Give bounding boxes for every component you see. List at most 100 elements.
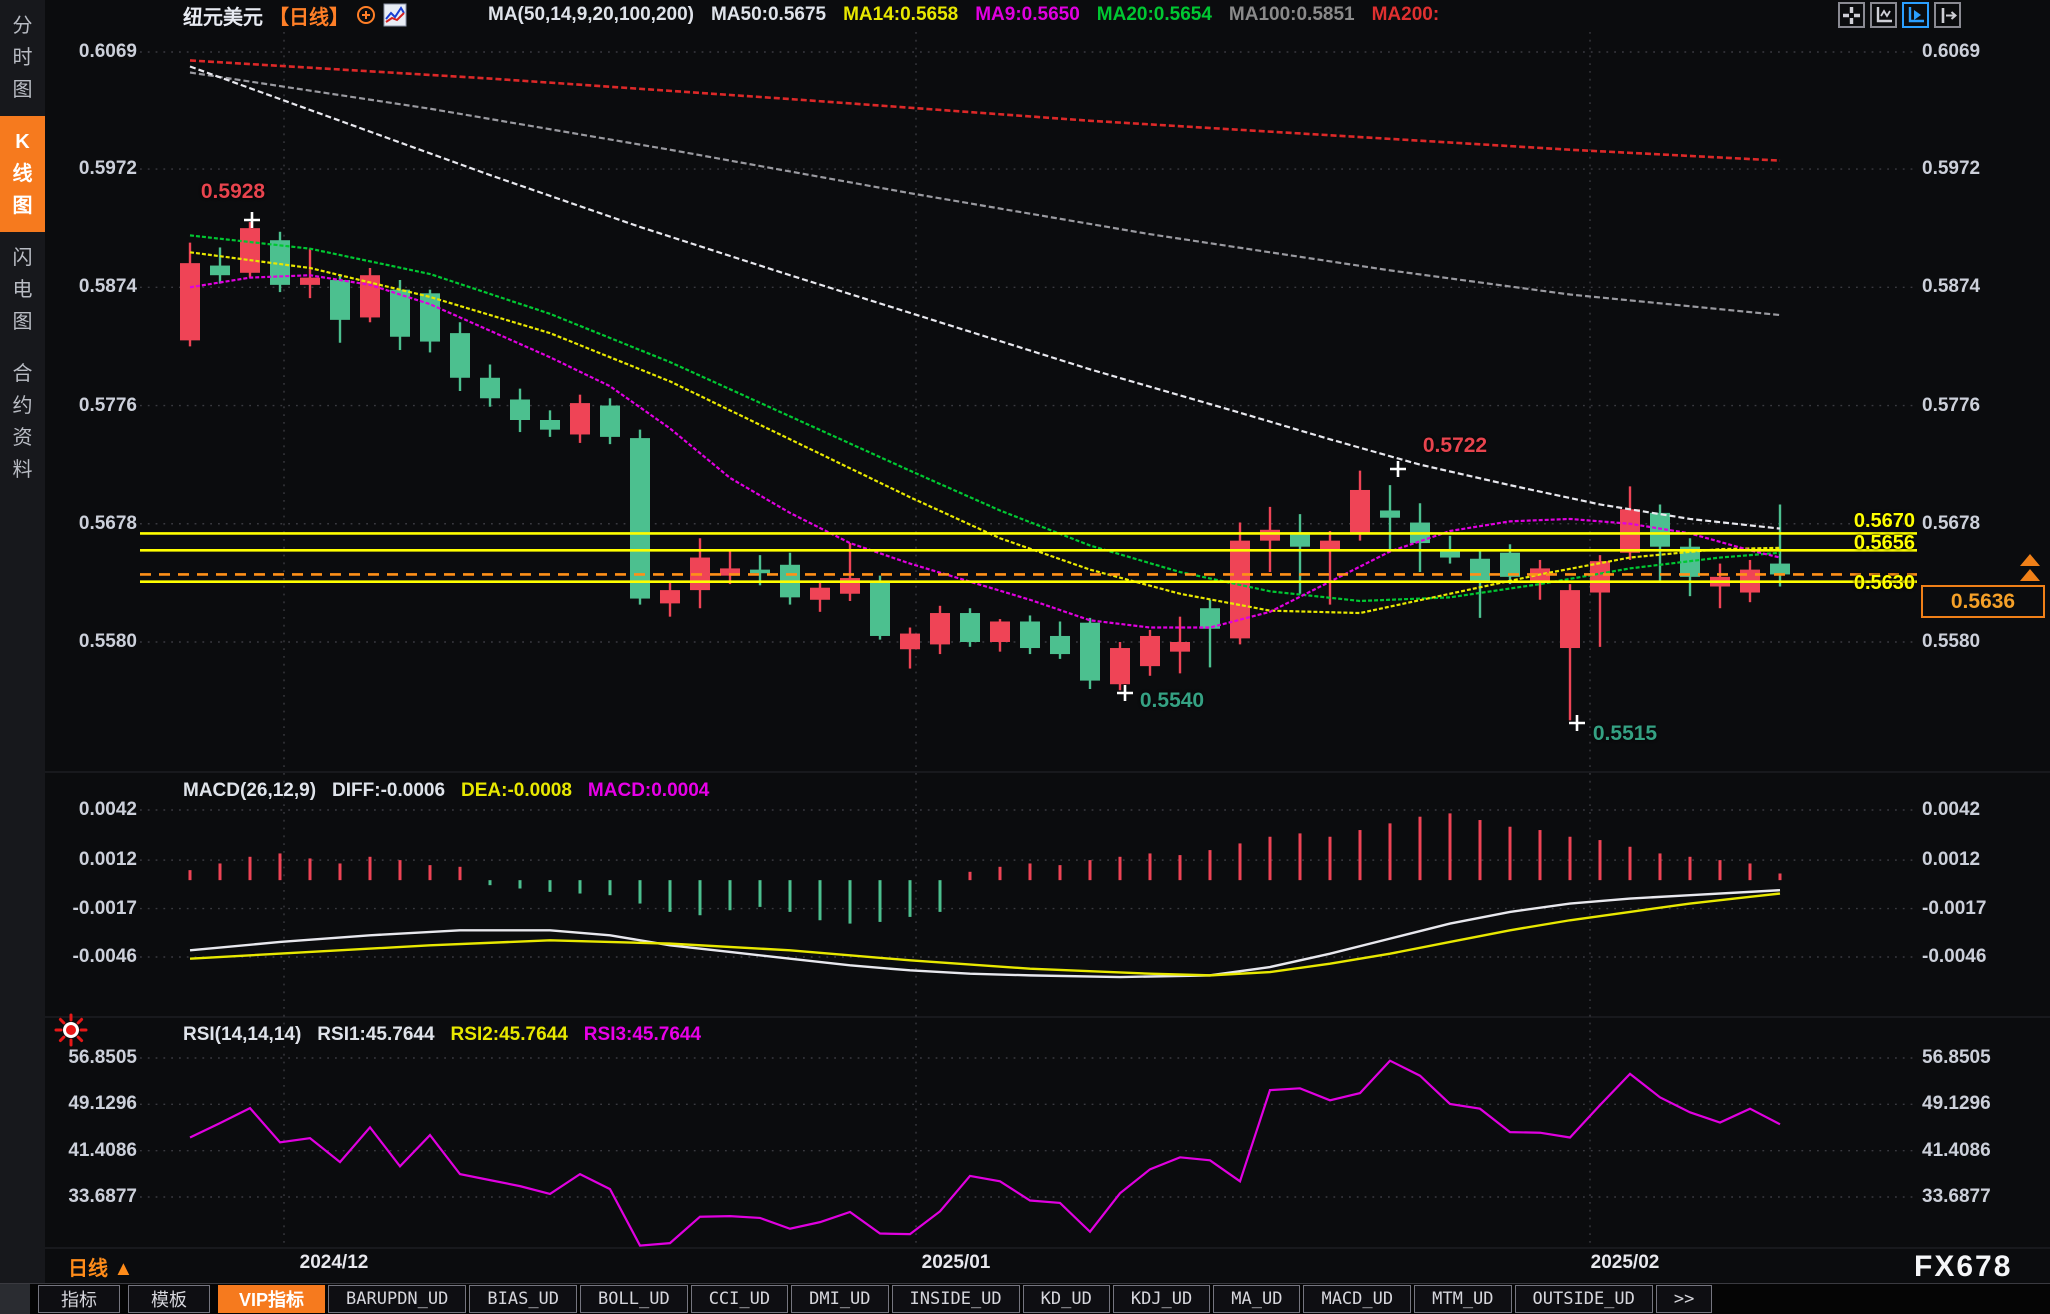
macd-tick-left: -0.0046	[72, 946, 137, 967]
indicator-header-item: MACD(26,12,9)	[183, 780, 317, 801]
macd-tick-right: -0.0046	[1922, 946, 1987, 967]
indicator-tab[interactable]: MACD_UD	[1303, 1285, 1412, 1313]
indicator-header-item: RSI3:45.7644	[583, 1024, 702, 1045]
indicator-tab[interactable]: CCI_UD	[690, 1285, 789, 1313]
macd-tick-left: 0.0042	[78, 799, 137, 820]
indicator-tab[interactable]: KD_UD	[1022, 1285, 1110, 1313]
level-label: 0.5670	[1853, 510, 1915, 533]
sidebar-tab[interactable]: 合约资料	[12, 363, 33, 481]
indicator-tab[interactable]: >>	[1655, 1285, 1713, 1313]
indicator-header-item: RSI2:45.7644	[450, 1024, 568, 1045]
price-annotation: 0.5928	[200, 180, 266, 203]
price-annotation: 0.5540	[1139, 689, 1205, 712]
ma-line-ma9	[189, 274, 1781, 629]
indicator-tab[interactable]: OUTSIDE_UD	[1514, 1285, 1653, 1313]
indicator-tab[interactable]: 模板	[128, 1285, 210, 1313]
macd-dea-line	[189, 892, 1781, 977]
price-tick-left: 0.6069	[78, 41, 137, 62]
price-tick-right: 0.5776	[1922, 394, 1981, 416]
indicator-tab[interactable]: MTM_UD	[1414, 1285, 1512, 1313]
indicator-tab[interactable]: 指标	[38, 1285, 120, 1313]
price-tick-left: 0.5580	[78, 631, 137, 652]
tabbar-corner	[0, 1284, 30, 1314]
indicator-tab[interactable]: INSIDE_UD	[891, 1285, 1020, 1313]
indicator-tab[interactable]: VIP指标	[218, 1285, 326, 1313]
symbol-title: 纽元美元	[183, 6, 263, 29]
price-levels	[140, 532, 1917, 583]
rsi-tick-left: 41.4086	[68, 1139, 137, 1161]
ma-legend-item: MA14:0.5658	[843, 4, 959, 25]
indicator-tab[interactable]: BOLL_UD	[580, 1285, 688, 1313]
month-label: 2025/01	[921, 1252, 991, 1273]
indicator-header-item: RSI(14,14,14)	[183, 1024, 302, 1045]
axis-play-icon[interactable]	[1902, 2, 1929, 28]
price-tick-right: 0.5874	[1922, 276, 1981, 298]
price-annotation: 0.5515	[1592, 722, 1658, 745]
add-compare-icon[interactable]	[355, 4, 377, 26]
price-tick-right: 0.5972	[1922, 158, 1981, 180]
price-up-arrows-icon	[2020, 554, 2040, 581]
macd-tick-left: 0.0012	[78, 849, 137, 871]
ma-legend-item: MA9:0.5650	[975, 4, 1080, 25]
macd-panel	[188, 813, 1782, 979]
macd-header: MACD(26,12,9) DIFF:-0.0006 DEA:-0.0008 MACD…	[183, 780, 709, 802]
indicator-tab[interactable]: BIAS_UD	[469, 1285, 578, 1313]
ma-legend-item: MA20:0.5654	[1096, 4, 1212, 25]
indicator-header-item: RSI1:45.7644	[317, 1024, 435, 1045]
price-tick-right: 0.5678	[1922, 512, 1981, 534]
candlestick-chart-canvas[interactable]	[0, 0, 2050, 1283]
level-label: 0.5630	[1853, 571, 1915, 594]
period-tag: 【日线】	[269, 6, 349, 29]
alert-icon[interactable]	[53, 1012, 89, 1053]
macd-tick-right: -0.0017	[1922, 897, 1987, 919]
brand-watermark: FX678	[1914, 1250, 2013, 1283]
ma-legend-item: MA200:	[1371, 4, 1440, 25]
indicator-tab[interactable]: MA_UD	[1213, 1285, 1301, 1313]
current-price-box: 0.5636	[1921, 585, 2045, 618]
price-tick-left: 0.5776	[78, 394, 137, 416]
month-label: 2024/12	[299, 1252, 369, 1273]
indicator-tab[interactable]: BARUPDN_UD	[328, 1285, 467, 1313]
ma-lines	[189, 59, 1781, 629]
price-annotation: 0.5722	[1422, 434, 1488, 457]
ma-line-ma20	[189, 234, 1781, 603]
chart-header: 纽元美元 【日线】 MA(50,14,9,20,100,200) MA50:0.5…	[45, 0, 2050, 30]
rsi-header: RSI(14,14,14) RSI1:45.7644 RSI2:45.7644 RSI…	[183, 1024, 701, 1046]
gridlines	[45, 32, 2050, 1249]
month-label: 2025/02	[1590, 1252, 1660, 1273]
ma-line-ma50	[189, 65, 1781, 530]
price-tick-left: 0.5972	[78, 158, 137, 180]
ma-legend-item: MA(50,14,9,20,100,200)	[488, 4, 694, 25]
macd-tick-right: 0.0012	[1922, 849, 1981, 871]
price-tick-left: 0.5678	[78, 512, 137, 534]
macd-tick-right: 0.0042	[1922, 799, 1981, 820]
ma-legend-item: MA50:0.5675	[710, 4, 827, 25]
header-toolbar	[1838, 2, 1961, 28]
rsi-tick-right: 41.4086	[1922, 1139, 1991, 1161]
rsi-line	[189, 1059, 1781, 1247]
candles	[180, 222, 1790, 721]
ma-legend-item: MA100:0.5851	[1228, 4, 1355, 25]
rsi-tick-right: 33.6877	[1922, 1186, 1991, 1207]
indicator-tab[interactable]: DMI_UD	[791, 1285, 889, 1313]
macd-tick-left: -0.0017	[72, 897, 137, 919]
period-selector[interactable]: 日线 ▲	[68, 1258, 134, 1280]
ma-line-ma200	[189, 59, 1781, 162]
macd-diff-line	[189, 888, 1781, 979]
axis-reset-icon[interactable]	[1870, 2, 1897, 28]
rsi-tick-right: 49.1296	[1922, 1093, 1991, 1115]
level-label: 0.5656	[1853, 532, 1915, 555]
chart-type-icon[interactable]	[383, 3, 407, 27]
ma-legend: MA(50,14,9,20,100,200) MA50:0.5675 MA14:0.…	[488, 0, 1439, 30]
indicator-tab[interactable]: KDJ_UD	[1112, 1285, 1211, 1313]
rsi-tick-left: 33.6877	[68, 1186, 137, 1207]
title-group: 纽元美元 【日线】	[183, 0, 407, 30]
sidebar-tab[interactable]: 分时图	[12, 15, 33, 101]
crosshair-icon[interactable]	[1838, 2, 1865, 28]
ma-line-ma14	[189, 251, 1781, 615]
sidebar-tab[interactable]: 闪电图	[12, 247, 33, 333]
axis-shift-icon[interactable]	[1934, 2, 1961, 28]
indicator-header-item: DEA:-0.0008	[461, 780, 572, 801]
